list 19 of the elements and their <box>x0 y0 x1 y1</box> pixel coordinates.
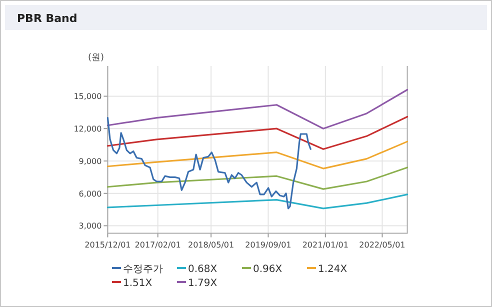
x-tick-label: 2022/05/01 <box>359 240 406 250</box>
x-tick-label: 2019/09/01 <box>245 240 292 250</box>
x-tick-label: 2021/01/01 <box>302 240 348 250</box>
legend-label: 0.68X <box>188 264 218 275</box>
legend-label: 0.96X <box>253 264 282 275</box>
y-tick-label: 9,000 <box>78 156 102 166</box>
legend-label: 수정주가 <box>123 264 163 275</box>
legend-label: 1.24X <box>318 264 348 275</box>
y-axis-title: (원) <box>88 53 104 63</box>
x-tick-label: 2018/05/01 <box>188 240 234 250</box>
chart-title: PBR Band <box>17 12 78 25</box>
x-tick-label: 2017/02/01 <box>134 240 181 250</box>
legend-label: 1.79X <box>188 278 218 289</box>
y-tick-label: 3,000 <box>78 222 102 231</box>
y-tick-label: 6,000 <box>78 189 102 198</box>
y-tick-label: 12,000 <box>74 124 102 134</box>
y-tick-label: 15,000 <box>74 92 102 102</box>
x-tick-label: 2015/12/01 <box>84 240 131 250</box>
legend-label: 1.51X <box>123 278 152 289</box>
